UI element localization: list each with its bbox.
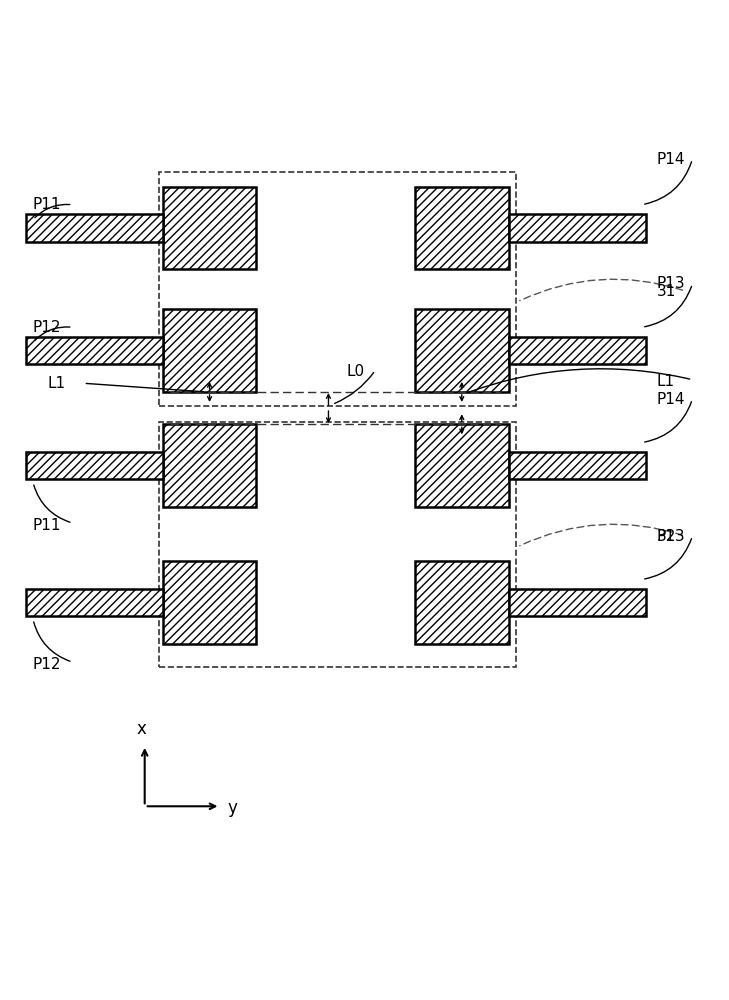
Bar <box>509 214 646 242</box>
Text: 32: 32 <box>656 529 676 544</box>
Text: P13: P13 <box>656 529 685 544</box>
Bar <box>415 187 509 269</box>
Text: P14: P14 <box>656 392 685 407</box>
Bar <box>159 172 516 406</box>
Text: P12: P12 <box>33 657 61 672</box>
Text: P14: P14 <box>656 152 685 167</box>
Bar <box>509 589 646 616</box>
Bar <box>26 214 163 242</box>
Text: P12: P12 <box>33 320 61 335</box>
Bar <box>163 424 257 507</box>
Bar <box>509 452 646 479</box>
Text: P11: P11 <box>33 518 61 533</box>
Text: L1: L1 <box>656 374 674 389</box>
Text: P13: P13 <box>656 276 685 291</box>
Bar <box>26 337 163 364</box>
Bar <box>163 309 257 392</box>
Bar <box>26 589 163 616</box>
Text: L0: L0 <box>346 364 364 379</box>
Bar <box>415 309 509 392</box>
Bar <box>163 561 257 644</box>
Bar <box>415 424 509 507</box>
Text: L1: L1 <box>47 376 66 391</box>
Text: P11: P11 <box>33 197 61 212</box>
Bar <box>159 422 516 667</box>
Bar <box>26 452 163 479</box>
Bar <box>509 337 646 364</box>
Text: y: y <box>227 799 238 817</box>
Text: x: x <box>136 720 146 738</box>
Bar <box>163 187 257 269</box>
Bar <box>415 561 509 644</box>
Text: 31: 31 <box>656 284 676 299</box>
